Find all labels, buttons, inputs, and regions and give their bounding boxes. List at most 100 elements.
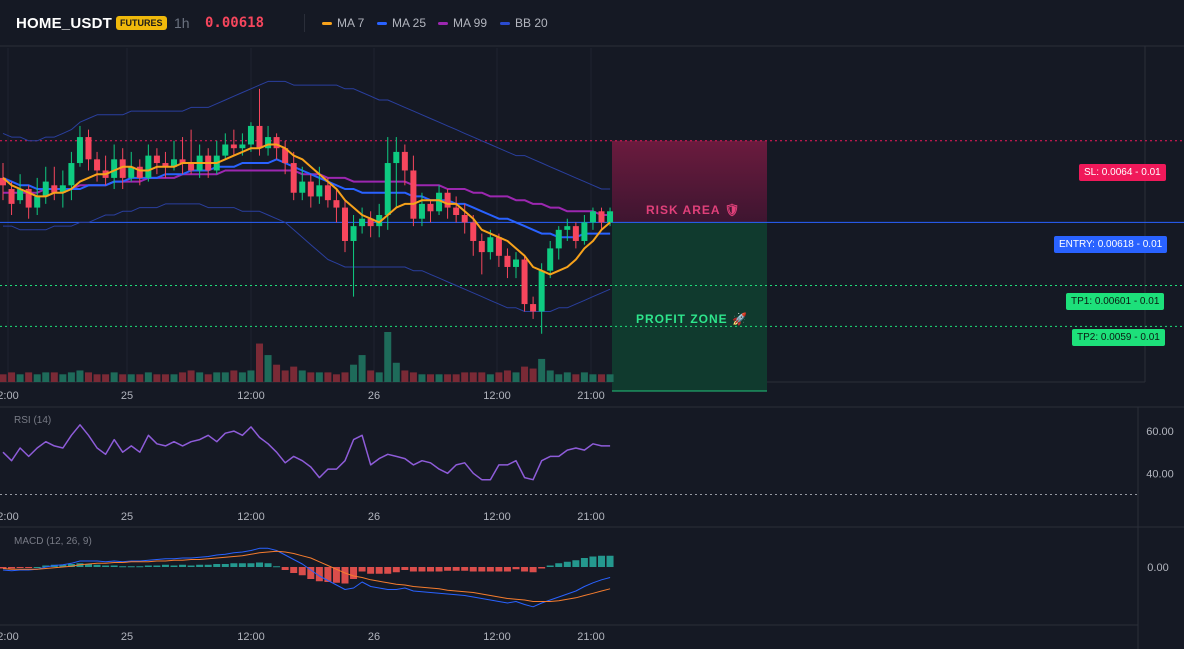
candle-body (94, 159, 101, 171)
candle-body (401, 151, 408, 171)
candle-body (256, 125, 263, 149)
volume-bar (503, 370, 511, 382)
tp2-tag[interactable]: TP2: 0.0059 - 0.01 (1072, 329, 1165, 346)
macd-x-tick: 21:00 (577, 631, 605, 643)
macd-histogram-bar (33, 567, 41, 568)
macd-histogram-bar (435, 567, 443, 572)
candle-body (171, 159, 177, 167)
volume-bar (435, 374, 443, 382)
macd-histogram-bar (512, 567, 520, 570)
macd-x-tick: 25 (121, 631, 133, 643)
macd-histogram-bar (187, 565, 195, 567)
candle-body (179, 159, 186, 164)
macd-histogram-bar (521, 567, 529, 572)
candle-body (188, 163, 195, 171)
volume-bar (298, 370, 306, 382)
macd-histogram-bar (461, 567, 469, 571)
entry-tag[interactable]: ENTRY: 0.00618 - 0.01 (1054, 236, 1168, 253)
volume-bar (341, 372, 349, 382)
macd-histogram-bar (409, 567, 417, 572)
candle-body (495, 237, 502, 256)
header-divider (304, 14, 305, 32)
volume-bar (538, 358, 546, 382)
candle-body (513, 259, 519, 267)
candle-body (427, 203, 434, 212)
macd-line (2, 547, 611, 608)
legend-ma99[interactable]: MA 99 (438, 16, 487, 30)
volume-bar (332, 374, 340, 382)
main-x-tick: 12:00 (237, 390, 265, 402)
candle-body (324, 185, 331, 201)
rsi-line (2, 424, 611, 481)
macd-histogram-bar (42, 565, 50, 567)
macd-histogram-bar (196, 564, 204, 567)
timeframe-label[interactable]: 1h (174, 15, 190, 31)
macd-histogram-bar (102, 565, 110, 567)
volume-bar (315, 372, 323, 382)
candle-body (230, 144, 237, 149)
macd-histogram-bar (93, 564, 101, 567)
symbol-name[interactable]: HOME_USDT (16, 15, 112, 32)
volume-bar (153, 374, 161, 382)
main-x-tick: 21:00 (577, 390, 605, 402)
macd-histogram-bar (315, 567, 323, 582)
macd-histogram-bar (452, 567, 460, 571)
macd-histogram-bar (273, 566, 281, 568)
macd-histogram-bar (136, 566, 144, 568)
volume-bar (486, 374, 494, 382)
volume-bar (102, 374, 110, 382)
candle-body (393, 151, 400, 164)
candle-body (461, 215, 468, 223)
candle-body (307, 181, 314, 197)
candle-body (521, 259, 528, 305)
macd-histogram-bar (161, 564, 169, 567)
sl-tag[interactable]: SL: 0.0064 - 0.01 (1079, 164, 1166, 181)
main-x-tick: 26 (368, 390, 380, 402)
volume-bar (478, 372, 486, 382)
candle-body (316, 185, 323, 197)
macd-histogram-bar (144, 565, 152, 567)
bb-upper-line (2, 80, 611, 190)
candle-body (128, 166, 135, 178)
macd-histogram-bar (230, 563, 238, 567)
volume-bar (350, 364, 358, 382)
macd-histogram-bar (503, 567, 511, 572)
macd-histogram-bar (358, 567, 366, 572)
macd-histogram-bar (375, 567, 383, 574)
volume-bar (247, 370, 255, 382)
ma99-line (3, 169, 611, 216)
macd-histogram-bar (538, 567, 546, 569)
volume-bar (238, 372, 246, 382)
legend-ma7[interactable]: MA 7 (322, 16, 364, 30)
volume-bar (144, 372, 152, 382)
macd-histogram-bar (221, 564, 229, 567)
candle-body (478, 240, 485, 253)
macd-histogram-bar (238, 563, 246, 567)
candle-body (538, 270, 545, 312)
bb-lower-line (3, 203, 611, 312)
macd-x-tick: 12:00 (483, 631, 511, 643)
macd-histogram-bar (25, 567, 33, 568)
volume-bar (230, 370, 238, 382)
candle-body (470, 222, 477, 241)
macd-histogram-bar (589, 556, 597, 567)
volume-bar (127, 374, 135, 382)
ma25-swatch (377, 21, 387, 25)
volume-bar (42, 372, 50, 382)
legend-ma25[interactable]: MA 25 (377, 16, 426, 30)
candle-body (572, 226, 579, 241)
candle-body (145, 155, 152, 178)
candle-body (136, 166, 143, 178)
volume-bar (495, 372, 503, 382)
candle-body (376, 215, 383, 227)
legend-bb20[interactable]: BB 20 (500, 16, 548, 30)
candle-body (153, 155, 160, 164)
macd-histogram-bar (85, 564, 92, 567)
rsi-x-tick: 21:00 (577, 511, 605, 523)
ma99-swatch (438, 21, 448, 25)
rsi-x-tick: 12:00 (483, 511, 511, 523)
volume-bar (358, 355, 366, 382)
volume-bar (16, 374, 24, 382)
tp1-tag[interactable]: TP1: 0.00601 - 0.01 (1066, 293, 1165, 310)
